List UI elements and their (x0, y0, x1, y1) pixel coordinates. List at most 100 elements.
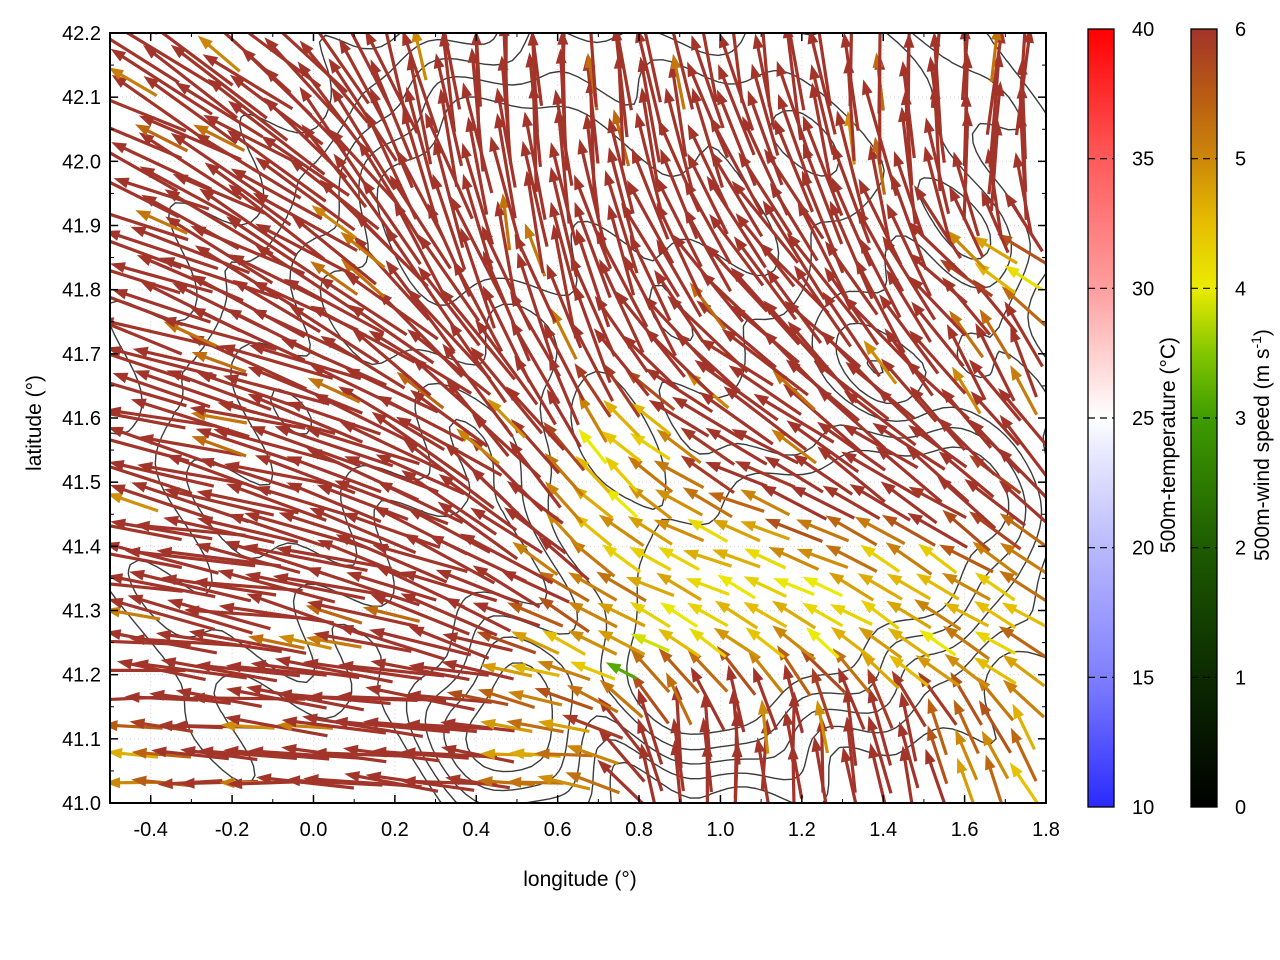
wind-arrow-shaft (687, 215, 732, 293)
wind-arrow-shaft (149, 80, 238, 145)
wind-arrow-shaft (284, 547, 392, 571)
wind-arrow-shaft (110, 295, 184, 327)
wind-arrow-head (974, 262, 990, 276)
wind-arrow-head (328, 58, 342, 74)
wind-arrow-head (396, 371, 412, 386)
wind-arrow-shaft (551, 209, 579, 299)
wind-arrow-shaft (975, 515, 1022, 551)
wind-arrow-head (110, 606, 121, 618)
wind-arrow-shaft (322, 633, 412, 653)
wind-arrow-head (307, 599, 323, 611)
y-tick-label: 41.6 (62, 408, 101, 430)
wind-arrow-shaft (881, 450, 943, 504)
wind-arrow-shaft (422, 240, 481, 323)
wind-arrow-head (110, 573, 124, 585)
wind-arrow-head (630, 648, 645, 664)
wind-arrow-shaft (117, 52, 213, 116)
wind-arrow-head (516, 252, 528, 269)
x-tick-label: 0.2 (381, 819, 409, 841)
wind-arrow-shaft (960, 33, 970, 101)
wind-arrow-shaft (778, 604, 817, 630)
wind-arrow-head (311, 747, 327, 759)
wind-arrow-head (479, 748, 495, 760)
wind-arrow-head (657, 628, 674, 642)
wind-arrow-shaft (580, 461, 611, 494)
wind-arrow-head (110, 67, 124, 80)
wind-arrow-shaft (114, 494, 159, 513)
wind-arrow-head (1020, 5, 1031, 20)
wind-arrow-head (1013, 152, 1024, 168)
wind-arrow-shaft (280, 33, 348, 94)
wind-arrow-shaft (254, 687, 365, 712)
wind-arrow-shaft (752, 71, 780, 156)
wind-arrow-shaft (1005, 574, 1046, 603)
wind-arrow-shaft (443, 571, 520, 605)
wind-arrow-shaft (925, 154, 952, 242)
wind-arrow-head (537, 719, 554, 730)
wind-arrow-shaft (780, 652, 812, 697)
wind-arrow-head (143, 45, 159, 59)
wind-arrow-shaft (609, 212, 636, 296)
wind-arrow-head (249, 426, 266, 437)
wind-arrow-shaft (259, 662, 360, 680)
wind-arrow-head (1004, 265, 1020, 279)
wind-arrow-shaft (355, 308, 435, 365)
wind-arrow-head (605, 662, 622, 675)
wind-arrow-shaft (742, 463, 796, 489)
wind-arrow-head (244, 511, 261, 523)
wind-arrow-shaft (114, 348, 217, 378)
wind-arrow-head (687, 124, 700, 141)
wind-arrow-head (849, 484, 866, 497)
wind-arrow-shaft (589, 33, 598, 107)
wind-arrow-head (110, 406, 122, 418)
wind-arrow-head (228, 100, 244, 115)
wind-arrow-shaft (861, 186, 903, 266)
wind-arrow-shaft (719, 71, 756, 156)
wind-arrow-shaft (304, 46, 369, 124)
wind-arrow-shaft (229, 723, 275, 730)
wind-arrow-shaft (891, 545, 933, 576)
wind-arrow-head (599, 258, 611, 275)
wind-arrow-shaft (579, 147, 607, 249)
wind-arrow-shaft (357, 333, 432, 397)
wind-arrow-shaft (1008, 198, 1044, 253)
wind-arrow-shaft (662, 156, 699, 240)
wind-arrow-shaft (115, 600, 216, 632)
wind-arrow-shaft (492, 403, 527, 439)
wind-arrow-head (1002, 654, 1018, 669)
wind-arrow-shaft (636, 605, 671, 629)
wind-arrow-head (802, 115, 814, 132)
wind-arrow-head (1012, 703, 1024, 720)
wind-arrow-head (110, 48, 127, 62)
wind-arrow-shaft (928, 733, 949, 785)
wind-arrow-shaft (641, 95, 660, 189)
wind-arrow-shaft (660, 463, 705, 490)
wind-arrow-head (705, 461, 721, 473)
wind-arrow-head (313, 630, 330, 642)
wind-arrow-head (998, 388, 1013, 403)
wind-arrow-shaft (333, 134, 398, 204)
wind-arrow-head (435, 569, 452, 581)
wind-arrow-head (534, 687, 551, 699)
wind-arrow-head (132, 346, 149, 358)
wind-arrow-shaft (598, 235, 649, 328)
wind-arrow-head (862, 79, 873, 96)
wind-arrow-head (829, 604, 846, 616)
wind-arrow-shaft (313, 606, 363, 625)
wind-arrow-head (811, 667, 823, 684)
wind-arrow-shaft (114, 631, 218, 655)
wind-arrow-shaft (695, 632, 727, 658)
wind-arrow-head (794, 265, 808, 281)
wind-arrow-head (79, 373, 95, 384)
wind-arrow-head (461, 82, 473, 99)
wind-arrow-head (138, 132, 155, 146)
wind-arrow-head (942, 625, 959, 639)
wind-arrow-head (841, 451, 857, 464)
wind-arrow-shaft (110, 320, 225, 350)
wind-arrow-head (520, 140, 532, 157)
wind-arrow-shaft (689, 69, 730, 159)
temperature-colorbar-tick-label: 25 (1132, 408, 1154, 430)
wind-arrow-shaft (712, 123, 764, 216)
wind-arrow-shaft (250, 546, 368, 572)
